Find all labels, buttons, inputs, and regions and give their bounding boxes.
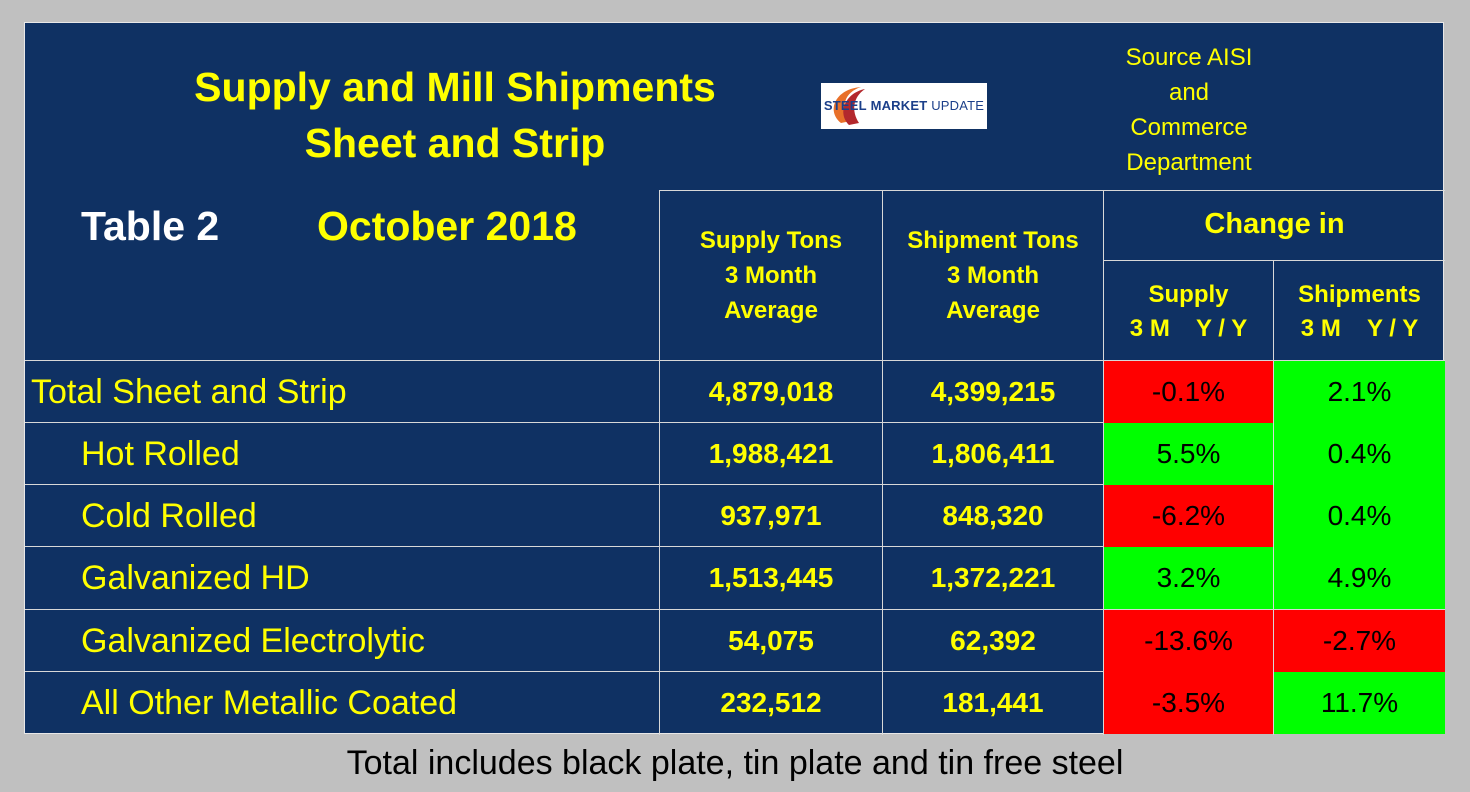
header-supply-tons-line-2: 3 Month: [725, 262, 817, 289]
header-change-supply-line-1: Supply: [1148, 281, 1229, 308]
header-change-supply-line-2: 3 M Y / Y: [1129, 315, 1248, 342]
shipment-tons-cell: 1,372,221: [930, 562, 1056, 593]
header-supply-tons-line-1: Supply Tons: [699, 227, 843, 254]
logo-update: UPDATE: [931, 98, 985, 113]
supply-change-cell: -6.2%: [1104, 485, 1273, 547]
header-change-shipments: Shipments 3 M Y / Y: [1274, 278, 1445, 346]
header-shipment-tons: Shipment Tons 3 Month Average: [883, 223, 1103, 328]
supply-tons-cell: 54,075: [728, 625, 814, 656]
header-bottom-line: [25, 360, 1445, 361]
logo-brand: STEEL: [823, 98, 867, 113]
row-divider: [25, 671, 1445, 672]
header-supply-tons-line-3: Average: [724, 297, 818, 324]
source-line-1: Source AISI: [1125, 44, 1253, 71]
supply-tons-cell: 1,988,421: [708, 438, 834, 469]
footnote: Total includes black plate, tin plate an…: [346, 744, 1124, 782]
supply-change-cell: -13.6%: [1104, 610, 1273, 672]
row-label: Galvanized Electrolytic: [81, 622, 425, 660]
source-line-4: Department: [1126, 149, 1252, 176]
shipments-change-cell: 2.1%: [1274, 361, 1445, 423]
header-change-supply: Supply 3 M Y / Y: [1104, 278, 1273, 346]
header-top-line: [659, 190, 1445, 191]
row-divider: [25, 484, 1445, 485]
supply-tons-cell: 4,879,018: [708, 376, 834, 407]
logo-market: MARKET: [870, 98, 928, 113]
source-line-3: Commerce: [1130, 114, 1248, 141]
supply-tons-cell: 232,512: [720, 687, 822, 718]
shipments-change-cell: 4.9%: [1274, 547, 1445, 609]
header-shipment-tons-line-1: Shipment Tons: [907, 227, 1079, 254]
change-in-divider: [1103, 260, 1445, 261]
supply-tons-cell: 1,513,445: [708, 562, 834, 593]
logo-swoosh-icon: [833, 87, 865, 125]
header-change-shipments-line-2: 3 M Y / Y: [1300, 315, 1419, 342]
shipment-tons-cell: 848,320: [942, 500, 1044, 531]
row-divider: [25, 422, 1445, 423]
header-change-shipments-line-1: Shipments: [1298, 281, 1421, 308]
row-divider: [25, 609, 1445, 610]
shipments-change-cell: 0.4%: [1274, 485, 1445, 547]
column-divider: [659, 190, 660, 735]
shipments-change-cell: 0.4%: [1274, 423, 1445, 485]
shipment-tons-cell: 181,441: [942, 687, 1044, 718]
header-supply-tons: Supply Tons 3 Month Average: [660, 223, 882, 328]
row-label: Galvanized HD: [81, 559, 310, 597]
supply-tons-cell: 937,971: [720, 500, 822, 531]
table-panel: Supply and Mill Shipments Sheet and Stri…: [24, 22, 1445, 735]
row-divider: [25, 546, 1445, 547]
header-shipment-tons-line-2: 3 Month: [947, 262, 1039, 289]
row-label: Cold Rolled: [81, 497, 257, 535]
shipments-change-cell: -2.7%: [1274, 610, 1445, 672]
header-change-in: Change in: [1204, 208, 1345, 240]
column-divider: [1273, 260, 1274, 735]
steel-market-update-logo: STEEL MARKET UPDATE: [821, 83, 987, 129]
shipment-tons-cell: 62,392: [950, 625, 1036, 656]
shipment-tons-cell: 4,399,215: [930, 376, 1056, 407]
shipment-tons-cell: 1,806,411: [931, 438, 1055, 469]
column-divider: [1103, 190, 1104, 735]
row-label: All Other Metallic Coated: [81, 684, 458, 722]
logo-wordmark: STEEL MARKET UPDATE: [821, 98, 987, 113]
page-title: Supply and Mill Shipments Sheet and Stri…: [125, 59, 785, 171]
title-line-2: Sheet and Strip: [304, 120, 606, 166]
table-label: Table 2: [81, 203, 220, 249]
supply-change-cell: 3.2%: [1104, 547, 1273, 609]
supply-change-cell: -0.1%: [1104, 361, 1273, 423]
supply-change-cell: 5.5%: [1104, 423, 1273, 485]
supply-change-cell: -3.5%: [1104, 672, 1273, 734]
source-note: Source AISI and Commerce Department: [1085, 40, 1293, 180]
table-date: October 2018: [317, 203, 577, 249]
row-label: Total Sheet and Strip: [31, 373, 347, 411]
row-label: Hot Rolled: [81, 435, 240, 473]
header-shipment-tons-line-3: Average: [946, 297, 1040, 324]
title-line-1: Supply and Mill Shipments: [194, 64, 716, 110]
column-divider: [882, 190, 883, 735]
source-line-2: and: [1168, 79, 1210, 106]
shipments-change-cell: 11.7%: [1274, 672, 1445, 734]
